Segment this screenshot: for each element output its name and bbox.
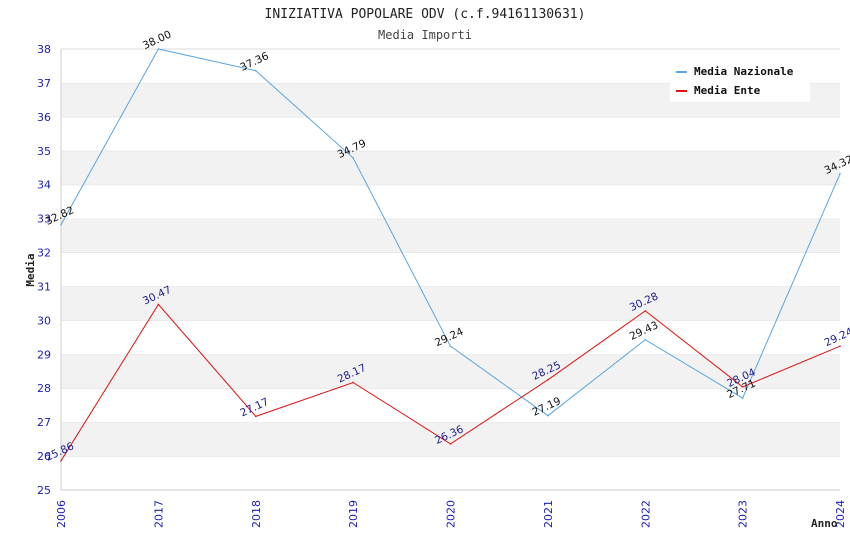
y-tick-label: 27: [37, 416, 51, 429]
chart-title: INIZIATIVA POPOLARE ODV (c.f.94161130631…: [265, 7, 586, 22]
x-tick-labels: 2006 2017 2018 2019 2020 2021 2022 2023 2024: [55, 500, 847, 528]
x-tick-label: 2018: [250, 500, 263, 528]
grid-band: [61, 456, 840, 490]
grid-band: [61, 286, 840, 321]
data-point: [157, 303, 160, 306]
grid-band: [61, 388, 840, 423]
grid-bands: [61, 48, 840, 490]
y-tick-label: 26: [37, 450, 51, 463]
legend-label-media-ente: Media Ente: [694, 84, 761, 97]
data-point: [547, 378, 549, 381]
data-point: [547, 414, 549, 417]
x-tick-label: 2021: [542, 500, 555, 528]
data-point: [60, 223, 62, 226]
data-point: [352, 157, 354, 159]
grid-band: [61, 150, 840, 185]
legend: Media Nazionale Media Ente: [670, 60, 810, 102]
x-tick-label: 2024: [834, 500, 847, 528]
data-point: [839, 345, 841, 347]
grid-band: [61, 184, 840, 219]
y-tick-label: 37: [37, 77, 51, 90]
x-tick-label: 2022: [639, 500, 652, 528]
data-point: [449, 345, 452, 347]
data-point: [741, 397, 744, 399]
x-tick-label: 2020: [445, 500, 458, 528]
legend-label-media-nazionale: Media Nazionale: [694, 65, 794, 78]
data-point: [352, 381, 354, 384]
legend-box: [670, 60, 810, 102]
x-tick-label: 2023: [737, 500, 750, 528]
data-point: [254, 415, 257, 418]
y-tick-label: 29: [37, 348, 51, 361]
grid-band: [61, 422, 840, 457]
y-tick-label: 31: [37, 280, 51, 293]
data-point: [741, 386, 744, 388]
y-tick-label: 28: [37, 382, 51, 395]
y-tick-label: 25: [37, 484, 51, 497]
data-point: [644, 338, 647, 341]
y-tick-label: 36: [37, 111, 51, 124]
chart-subtitle: Media Importi: [378, 28, 472, 42]
y-tick-label: 38: [37, 43, 51, 56]
grid-band: [61, 320, 840, 355]
grid-band: [61, 354, 840, 389]
y-tick-label: 30: [37, 314, 51, 327]
y-tick-label: 33: [37, 213, 51, 226]
y-axis-label: Media: [24, 253, 37, 286]
series-lines: [60, 48, 841, 462]
y-tick-label: 34: [37, 179, 51, 192]
data-point: [449, 443, 452, 445]
data-point: [254, 69, 257, 72]
grid-band: [61, 116, 840, 151]
data-point: [60, 460, 62, 462]
grid-band: [61, 218, 840, 253]
grid-band: [61, 252, 840, 287]
x-tick-label: 2017: [152, 500, 165, 528]
y-tick-label: 32: [37, 247, 51, 260]
data-point: [157, 48, 160, 50]
x-tick-label: 2006: [55, 500, 68, 528]
data-point: [839, 173, 841, 175]
x-tick-label: 2019: [347, 500, 360, 528]
x-axis-label: Anno: [811, 517, 838, 530]
y-tick-label: 35: [37, 145, 51, 158]
y-tick-labels: 25 26 27 28 29 30 31 32 33 34 35 36 37 38: [37, 43, 51, 497]
data-point: [644, 310, 647, 312]
